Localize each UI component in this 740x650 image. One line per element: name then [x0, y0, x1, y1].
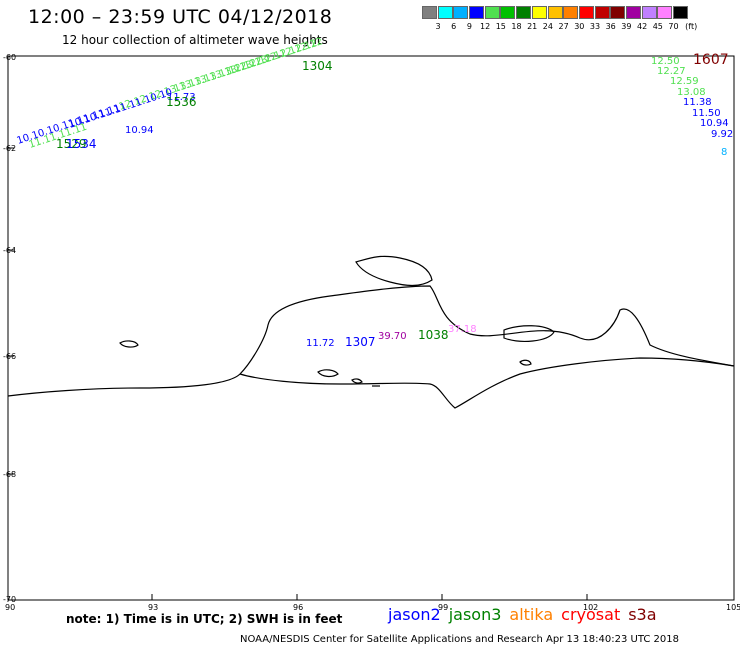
right-track-label: 9.92: [711, 129, 733, 140]
lon-label: 96: [293, 603, 303, 612]
right-track-label: 8: [721, 147, 727, 158]
lat-label: -70: [3, 595, 16, 604]
color-swatch: [641, 6, 657, 19]
lat-label: -62: [3, 144, 16, 153]
color-swatch: [469, 6, 485, 19]
color-swatch: [594, 6, 610, 19]
left-track-label: 10.94: [125, 125, 154, 136]
left-track-label: 1304: [302, 59, 333, 73]
color-swatch: [500, 6, 516, 19]
color-legend-label: 70: [668, 22, 679, 31]
satellite-s3a: s3a: [628, 605, 657, 624]
right-track-label: 11.38: [683, 97, 712, 108]
left-track-label: 1536: [166, 95, 197, 109]
right-track-label: 12.27: [657, 66, 686, 77]
color-legend-labels: 3 6 9 12 15 18 21 24 27 30 33 36 39 42 45 70 (ft): [422, 22, 740, 34]
lat-label: -68: [3, 470, 16, 479]
color-swatch: [484, 6, 500, 19]
footnote: note: 1) Time is in UTC; 2) SWH is in fe…: [66, 612, 343, 626]
color-legend-label: 27: [558, 22, 569, 31]
color-legend-label: 3: [435, 22, 441, 31]
satellite-cryosat: cryosat: [561, 605, 621, 624]
right-track-label: 10.94: [700, 118, 729, 129]
plot-frame: [7, 55, 735, 601]
lat-label: -60: [3, 53, 16, 62]
color-swatch: [610, 6, 626, 19]
satellite-altika: altika: [509, 605, 554, 624]
satellite-jason2: jason2: [388, 605, 441, 624]
left-track-label: 1529: [56, 137, 87, 151]
center-track-label: 37.18: [448, 324, 477, 335]
color-swatch: [563, 6, 579, 19]
color-swatch: [453, 6, 469, 19]
color-legend-label: 12: [480, 22, 491, 31]
page-subtitle: 12 hour collection of altimeter wave hei…: [62, 33, 328, 47]
lon-label: 99: [438, 603, 448, 612]
lat-label: -64: [3, 246, 16, 255]
color-legend-label: 39: [621, 22, 632, 31]
color-swatch: [516, 6, 532, 19]
lon-label: 93: [148, 603, 158, 612]
color-legend-label: 33: [589, 22, 601, 31]
color-legend-label: 9: [466, 22, 472, 31]
color-swatch: [578, 6, 594, 19]
color-legend: [422, 6, 689, 19]
color-legend-label: 6: [451, 22, 457, 31]
right-track-label: 13.08: [677, 87, 706, 98]
color-legend-label: 42: [637, 22, 648, 31]
color-swatch: [547, 6, 563, 19]
color-swatch: [531, 6, 547, 19]
color-legend-label: 36: [605, 22, 616, 31]
center-track-label: 1038: [418, 328, 449, 342]
color-legend-label: 18: [511, 22, 522, 31]
page-title: 12:00 – 23:59 UTC 04/12/2018: [28, 6, 333, 28]
satellite-legend: jason2 jason3 altika cryosat s3a: [388, 605, 665, 624]
right-track-label: 1607: [693, 52, 729, 68]
color-swatch: [625, 6, 641, 19]
color-legend-label: 21: [527, 22, 538, 31]
lon-label: 102: [583, 603, 598, 612]
lon-label: 90: [5, 603, 15, 612]
color-legend-unit: (ft): [685, 22, 698, 31]
left-track-label: 1534: [66, 137, 97, 151]
right-track-label: 12.59: [670, 76, 699, 87]
center-track-label: 39.70: [378, 331, 407, 342]
color-swatch: [422, 6, 437, 19]
satellite-jason3: jason3: [448, 605, 502, 624]
right-track-label: 12.50: [651, 56, 680, 67]
coastline: [7, 255, 735, 409]
color-legend-label: 30: [574, 22, 585, 31]
color-swatch: [657, 6, 673, 19]
center-track-label: 1307: [345, 335, 376, 349]
right-track-label: 11.50: [692, 108, 721, 119]
center-track-label: 11.72: [306, 338, 335, 349]
lat-label: -66: [3, 352, 16, 361]
color-legend-label: 15: [495, 22, 506, 31]
color-swatch: [437, 6, 453, 19]
color-swatch: [673, 6, 688, 19]
left-track-label: 11.73: [167, 92, 196, 103]
color-legend-label: 45: [652, 22, 663, 31]
color-legend-label: 24: [542, 22, 553, 31]
lon-label: 105: [726, 603, 740, 612]
credit-line: NOAA/NESDIS Center for Satellite Applica…: [240, 634, 679, 645]
